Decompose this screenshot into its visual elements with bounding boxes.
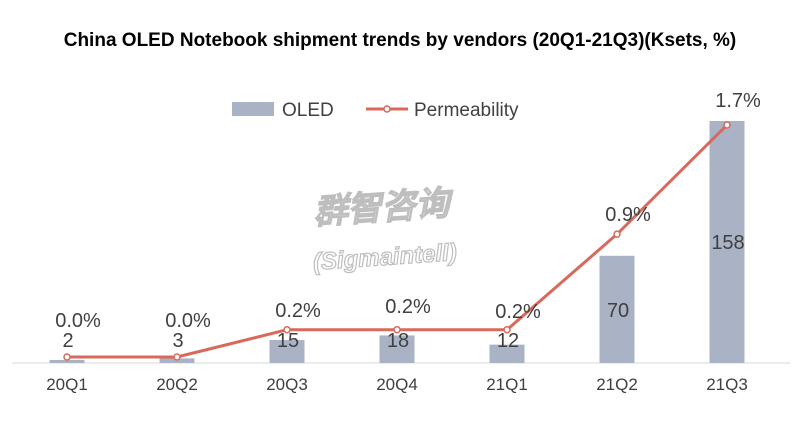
x-tick-label-20q1: 20Q1 (46, 375, 88, 394)
line-group (63, 121, 731, 361)
watermark-logo: 群智咨询 (312, 184, 455, 232)
watermark-text: (Sigmaintell) (312, 239, 458, 276)
permeability-label-21q1: 0.2% (495, 301, 541, 323)
permeability-point-20q1 (63, 353, 71, 361)
permeability-point-21q1 (503, 325, 511, 334)
bar-21q2 (599, 255, 635, 363)
x-tick-label-21q2: 21Q2 (596, 375, 638, 394)
bar-value-label-20q4: 18 (387, 330, 409, 352)
x-tick-label-20q2: 20Q2 (156, 375, 198, 394)
legend-oled-label: OLED (282, 100, 334, 121)
x-tick-label-20q4: 20Q4 (376, 375, 418, 394)
bar-value-label-20q3: 15 (277, 330, 299, 352)
bar-value-label-21q2: 70 (607, 300, 629, 322)
bar-20q3 (269, 340, 305, 363)
bar-21q3 (709, 121, 745, 363)
bar-value-label-21q3: 158 (711, 232, 744, 254)
bar-value-label-20q1: 2 (62, 330, 73, 352)
legend: OLED Permeability (232, 100, 519, 121)
permeability-point-20q2 (173, 353, 181, 361)
bars-group (49, 121, 745, 363)
permeability-label-21q2: 0.9% (605, 204, 651, 226)
permeability-label-21q3: 1.7% (715, 90, 761, 112)
permeability-label-20q1: 0.0% (55, 310, 101, 332)
permeability-point-20q4 (393, 325, 401, 334)
x-tick-label-20q3: 20Q3 (266, 375, 308, 394)
x-tick-label-21q1: 21Q1 (486, 375, 528, 394)
permeability-label-20q2: 0.0% (165, 310, 211, 332)
permeability-point-20q3 (283, 325, 291, 334)
bar-20q1 (49, 359, 85, 363)
permeability-label-20q3: 0.2% (275, 300, 321, 322)
legend-permeability-label: Permeability (414, 100, 519, 121)
bar-value-label-21q1: 12 (497, 330, 519, 352)
bar-20q4 (379, 335, 415, 363)
legend-permeability-marker (383, 105, 391, 113)
labels-group: 20Q1 20Q2 20Q3 20Q4 21Q1 21Q2 21Q3 2 3 15 18 12 70 15… (46, 90, 761, 394)
bar-21q1 (489, 344, 525, 363)
permeability-point-21q3 (723, 121, 731, 129)
bar-value-label-20q2: 3 (172, 330, 183, 352)
chart-title: China OLED Notebook shipment trends by v… (63, 30, 737, 51)
x-tick-label-21q3: 21Q3 (706, 375, 748, 394)
permeability-label-20q4: 0.2% (385, 296, 431, 318)
permeability-point-21q2 (613, 230, 621, 238)
watermark: 群智咨询 (Sigmaintell) (311, 183, 458, 276)
legend-oled-swatch (232, 102, 274, 116)
